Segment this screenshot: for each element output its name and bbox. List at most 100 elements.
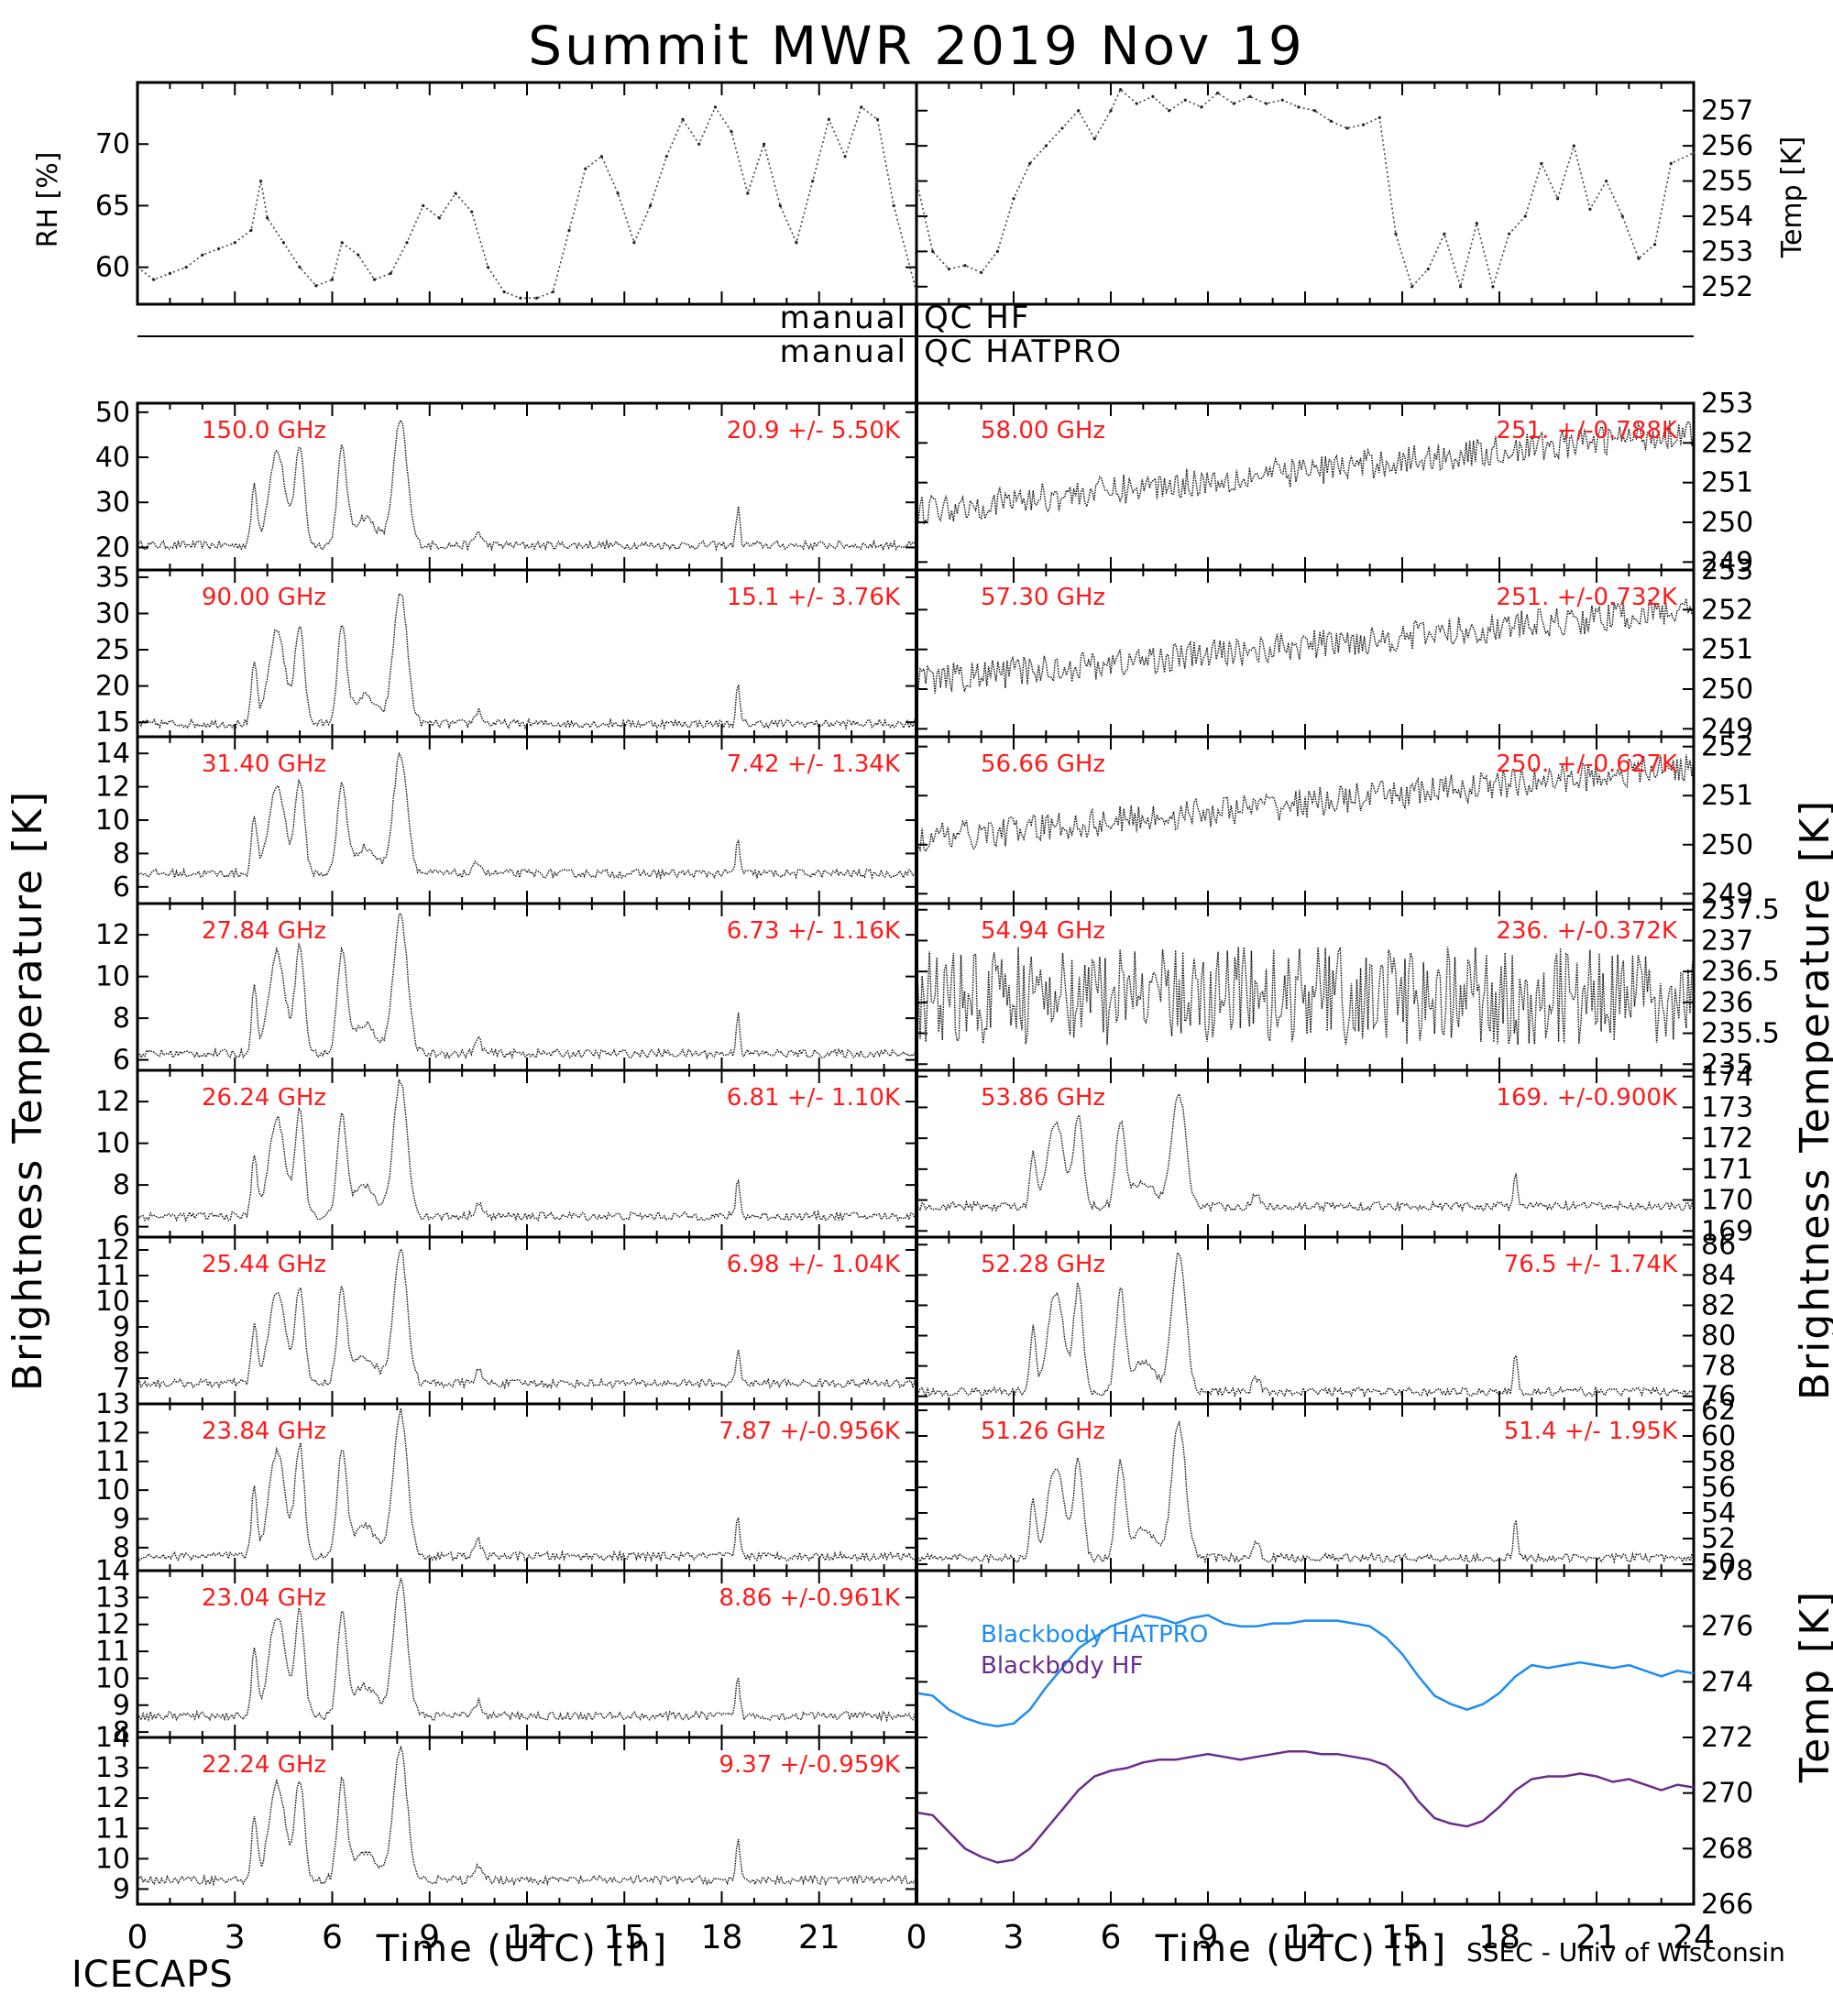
x-tick-label-left: 15: [603, 1919, 645, 1956]
y-tick-label: 11: [95, 1260, 130, 1292]
temp-point: [1280, 98, 1284, 102]
rh-point: [843, 155, 847, 159]
y-tick-label: 10: [95, 1474, 130, 1507]
channel-series-ch2784: [137, 913, 917, 1060]
rh-point: [422, 203, 425, 208]
y-tick-label: 237.5: [1701, 894, 1780, 926]
y-tick-label: 251: [1701, 467, 1753, 499]
y-tick-label: 9: [113, 1311, 130, 1343]
y-tick-label: 174: [1701, 1061, 1753, 1093]
y-tick-label: 54: [1701, 1497, 1736, 1529]
channel-stats-label: 15.1 +/- 3.76K: [727, 584, 901, 611]
x-tick-label-right: 3: [1004, 1919, 1025, 1956]
blackbody-legend: Blackbody HATPRO Blackbody HF: [981, 1621, 1208, 1680]
y-tick-label: 251: [1701, 634, 1753, 666]
y-tick-label: 10: [95, 1128, 130, 1160]
temp-bottom-axis-label: Temp [K]: [1792, 1590, 1833, 1783]
channel-stats-label: 20.9 +/- 5.50K: [727, 417, 901, 444]
y-tick-label: 6: [113, 1045, 130, 1077]
temp-point: [1151, 94, 1155, 98]
channel-frequency-label: 25.44 GHz: [202, 1251, 326, 1278]
y-tick-label: 251: [1701, 780, 1753, 812]
rh-point: [152, 278, 156, 281]
y-tick-label: 14: [95, 1722, 130, 1754]
rh-point: [266, 216, 269, 220]
rh-point: [201, 253, 204, 257]
y-tick-label: 235: [1701, 1048, 1753, 1080]
temp-point: [1491, 285, 1495, 289]
rh-panel: [136, 81, 918, 306]
y-tick-label: 249: [1701, 713, 1753, 745]
rh-point: [184, 266, 188, 269]
qc-hf-left: manual: [780, 300, 907, 336]
rh-point: [778, 203, 782, 208]
y-tick-label: 60: [95, 252, 130, 284]
y-tick-label: 35: [95, 562, 130, 594]
rh-point: [298, 266, 302, 269]
y-tick-label: 30: [95, 597, 130, 630]
y-tick-label: 15: [95, 707, 130, 739]
y-tick-label: 9: [113, 1873, 130, 1905]
channel-stats-label: 8.86 +/-0.961K: [719, 1584, 901, 1612]
y-tick-label: 173: [1701, 1091, 1753, 1123]
temp-point: [1394, 232, 1398, 236]
x-axis-label-left: Time (UTC) [h]: [376, 1928, 668, 1970]
channel-series-ch2544: [137, 1247, 917, 1390]
x-tick-label-left: 9: [419, 1919, 440, 1956]
channel-frequency-label: 57.30 GHz: [981, 584, 1105, 611]
temp-point: [1109, 109, 1113, 113]
channel-series-ch2224: [137, 1745, 917, 1887]
x-tick-label-right: 12: [1284, 1919, 1326, 1956]
y-tick-label: 78: [1701, 1351, 1736, 1383]
y-tick-label: 10: [95, 1286, 130, 1318]
rh-point: [875, 117, 880, 121]
qc-hatpro-left: manual: [780, 334, 907, 370]
rh-point: [233, 241, 236, 245]
qc-hf-right: QC HF: [924, 300, 1030, 336]
rh-point: [746, 192, 750, 195]
y-tick-label: 9: [113, 1504, 130, 1536]
y-tick-label: 10: [95, 1843, 130, 1875]
y-tick-label: 13: [95, 1582, 130, 1614]
channel-series-ch90: [137, 592, 917, 730]
y-tick-label: 235.5: [1701, 1018, 1780, 1050]
rh-point: [136, 266, 139, 269]
temp-point: [915, 179, 918, 183]
y-tick-label: 10: [95, 805, 130, 837]
right-y-axis-label: Brightness Temperature [K]: [1792, 799, 1833, 1400]
channel-series-ch5126: [916, 1419, 1695, 1564]
channel-series-ch5386: [916, 1092, 1695, 1212]
x-tick-label-right: 21: [1575, 1919, 1618, 1956]
y-tick-label: 50: [1701, 1549, 1736, 1581]
rh-axis-label: RH [%]: [32, 152, 64, 248]
temp-point: [1523, 214, 1527, 218]
y-tick-label: 172: [1701, 1123, 1753, 1155]
y-tick-label: 20: [95, 671, 130, 703]
y-tick-label: 65: [95, 190, 130, 222]
y-tick-label: 237: [1701, 925, 1753, 957]
x-tick-label-left: 3: [225, 1919, 246, 1956]
rh-point: [713, 105, 718, 109]
channel-series-ch5800: [916, 420, 1695, 527]
x-tick-labels: 0 0 3 3 6 6 9 9 12 12 15 15 18 18 21 21 24: [127, 1919, 1715, 1956]
temp-point: [1345, 126, 1349, 130]
rh-point: [827, 117, 830, 121]
qc-strip: manual QC HF manual QC HATPRO: [137, 300, 1694, 403]
temp-point: [1216, 91, 1220, 95]
y-tick-label: 12: [95, 1086, 130, 1118]
channel-series-ch314: [137, 751, 917, 881]
rh-point: [599, 155, 604, 159]
temp-point: [1200, 105, 1203, 109]
channel-stats-label: 7.87 +/-0.956K: [719, 1418, 901, 1445]
y-tick-label: 253: [1701, 388, 1753, 420]
y-tick-label: 236: [1701, 987, 1753, 1019]
y-tick-label: 60: [1701, 1420, 1736, 1452]
temp-point: [1092, 137, 1096, 141]
y-tick-label: 252: [1701, 427, 1753, 459]
x-tick-label-left: 21: [798, 1919, 840, 1956]
rh-point: [730, 130, 733, 134]
temp-point: [1540, 161, 1543, 165]
y-tick-label: 250: [1701, 674, 1753, 706]
temp-series-line: [916, 88, 1695, 290]
